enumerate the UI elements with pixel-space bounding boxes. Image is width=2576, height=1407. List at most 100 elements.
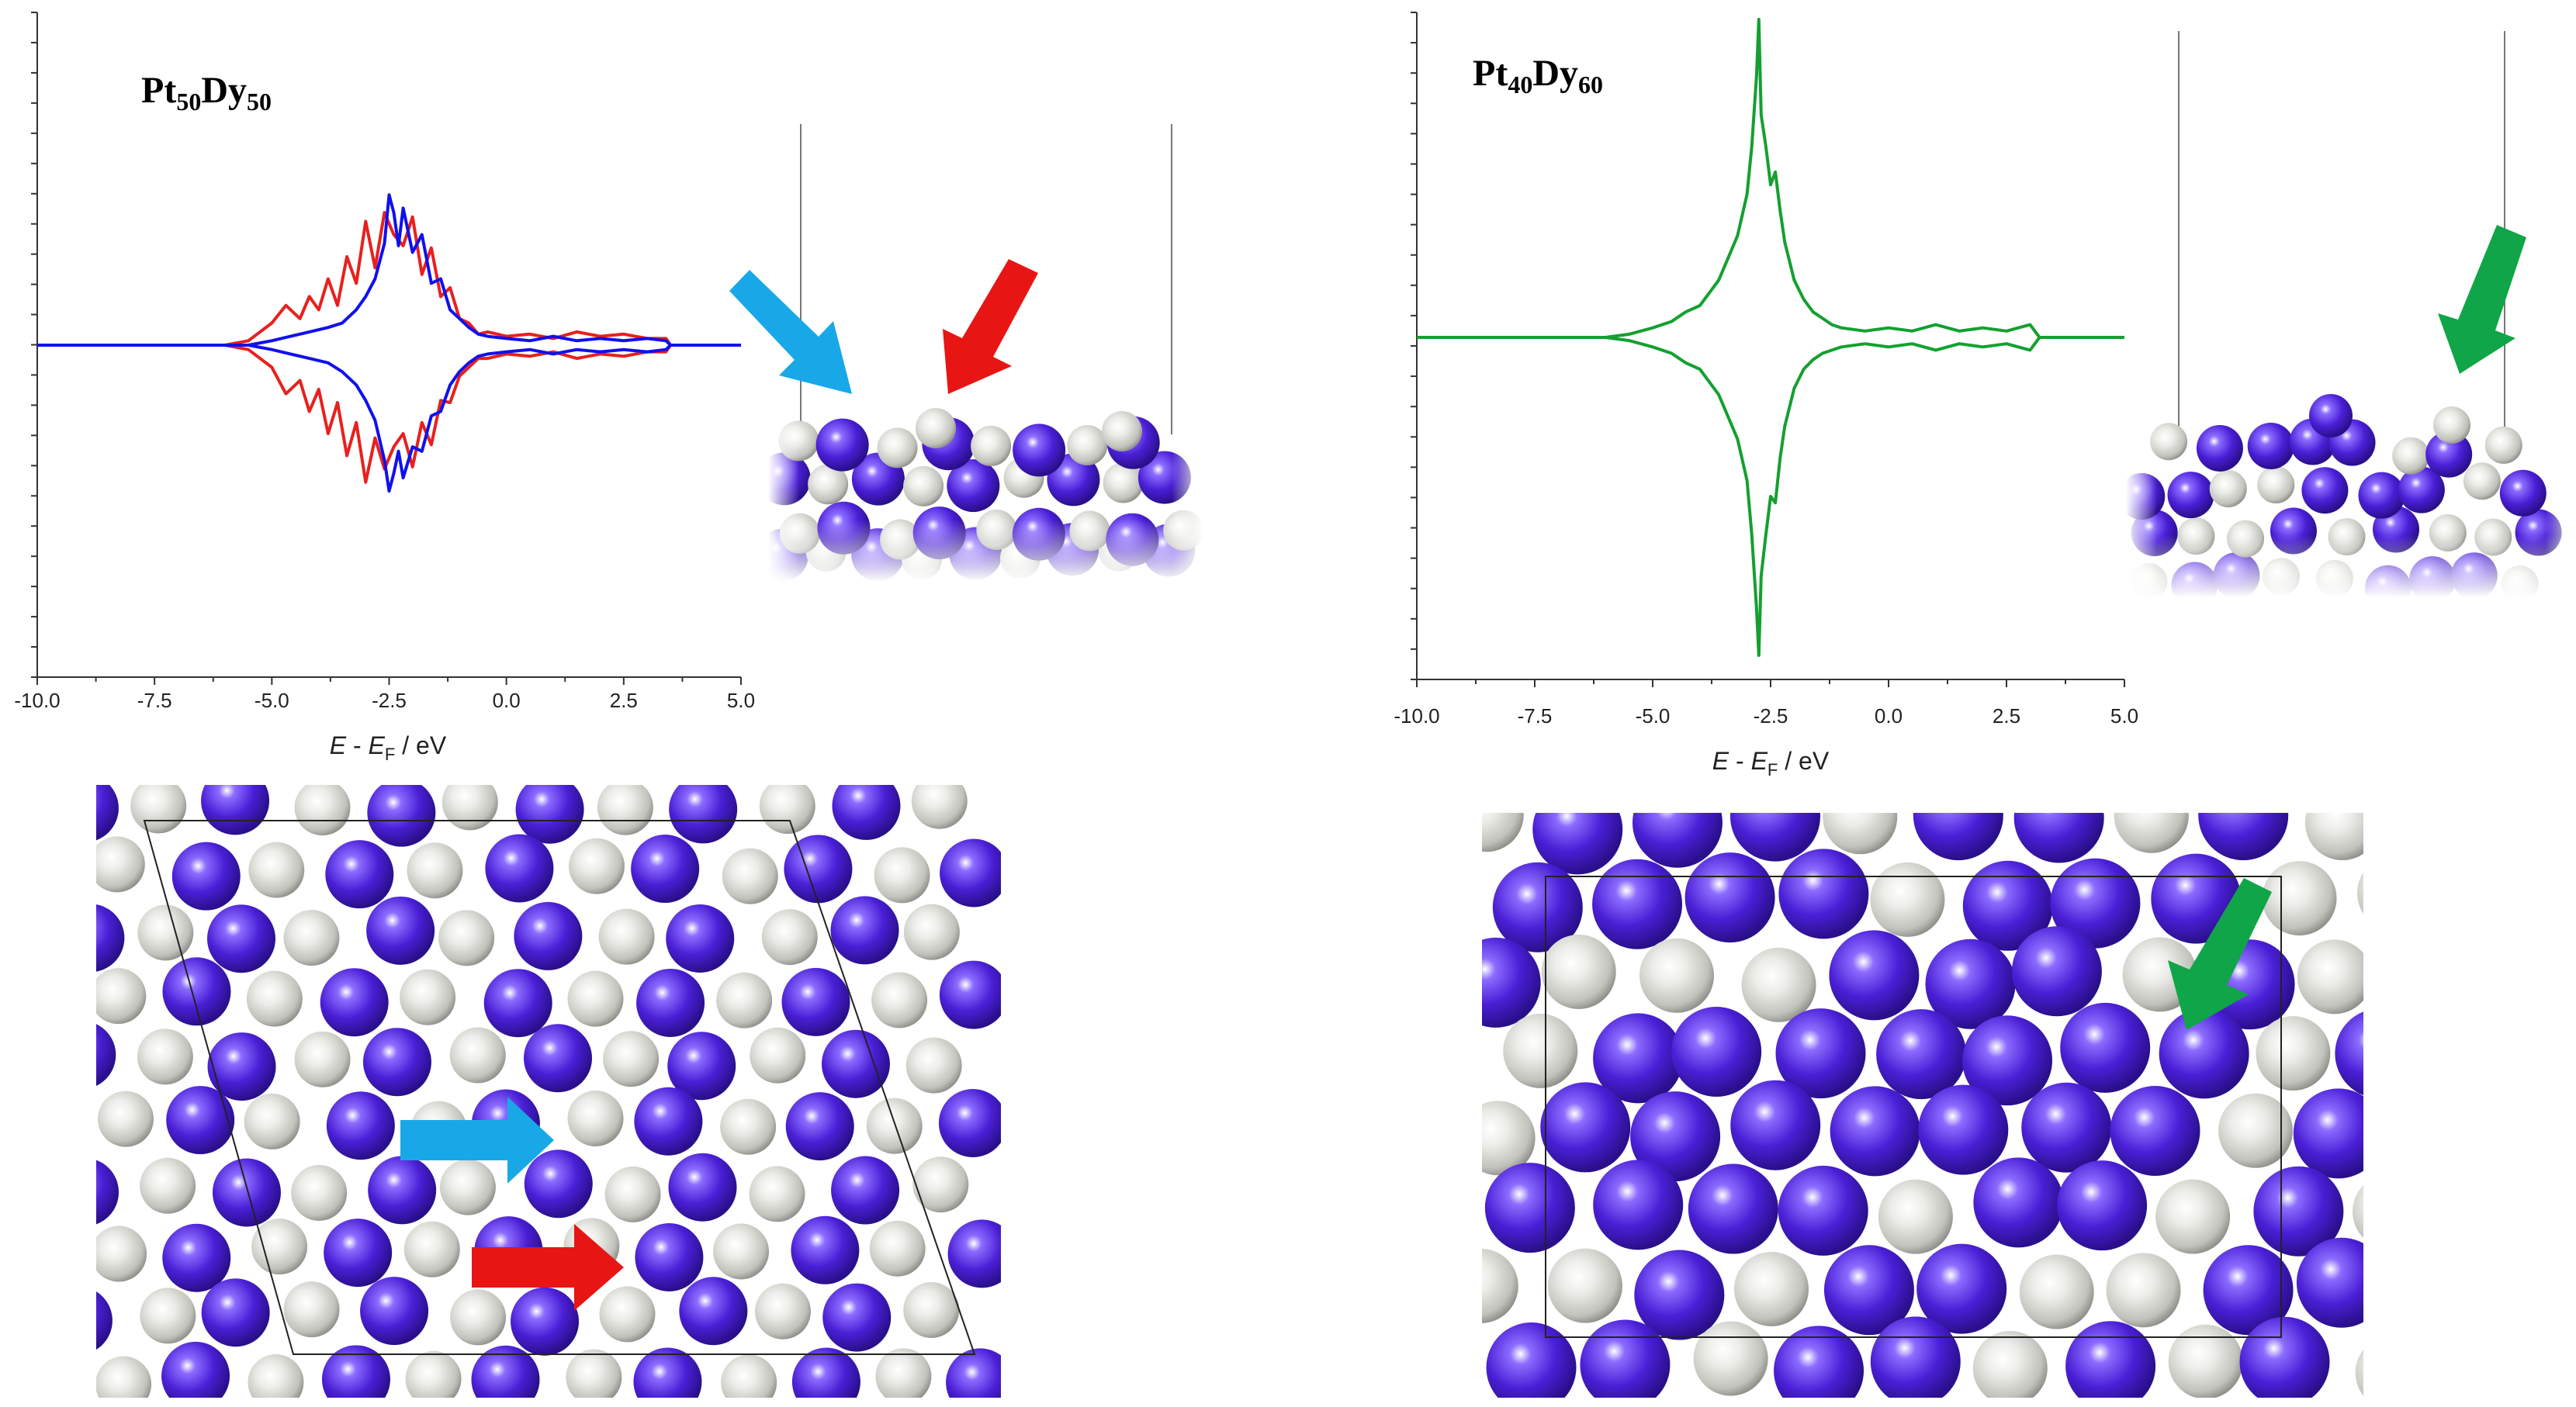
pt-atom [598, 908, 655, 965]
dy-atom [201, 785, 270, 835]
dy-atom [2335, 1011, 2363, 1096]
pt-atom [2114, 813, 2189, 853]
x-tick-label: 5.0 [727, 689, 755, 712]
pt-atom [2106, 1253, 2181, 1328]
dy-atom [96, 904, 125, 972]
pt-atom [912, 1156, 969, 1213]
dy-atom [201, 1278, 270, 1347]
dos-series [1417, 18, 2124, 657]
dy-atom [2196, 424, 2243, 472]
dy-atom [2167, 472, 2214, 519]
dy-atom [2013, 813, 2104, 863]
dy-atom [166, 1086, 235, 1155]
dy-atom [2358, 472, 2405, 519]
dy-atom [1580, 1319, 1671, 1398]
dy-atom [324, 1219, 393, 1288]
pt-atom [2150, 423, 2188, 461]
dy-atom [1013, 423, 1066, 477]
pt-atom [449, 1027, 506, 1084]
dy-atom [2110, 1085, 2200, 1176]
pt-atom [1870, 862, 1945, 937]
slab-side-view-pt50dy50 [729, 124, 1203, 582]
dy-atom [669, 785, 738, 844]
pt-atom [248, 842, 305, 898]
dy-atom [471, 1345, 540, 1398]
dy-atom [1486, 1322, 1577, 1398]
pt-atom [1972, 1330, 2048, 1398]
dy-atom [1730, 1080, 1821, 1170]
pt-atom [137, 1028, 193, 1085]
pt-atom [96, 968, 147, 1025]
dy-atom [940, 838, 1001, 907]
pt-atom [604, 1166, 661, 1222]
pt-atom [722, 848, 778, 904]
pt-atom [568, 838, 625, 894]
pt-atom [96, 1356, 152, 1398]
pt-atom [2392, 437, 2430, 475]
dy-atom [96, 785, 119, 841]
dy-atom [938, 1089, 1001, 1157]
dy-atom [96, 1160, 119, 1225]
pt-atom [2209, 470, 2247, 508]
chart-title: Pt50Dy50 [141, 70, 272, 116]
dy-atom [2293, 1088, 2363, 1179]
chart-title: Pt40Dy60 [1473, 53, 1603, 99]
dy-atom [360, 1277, 429, 1346]
dy-atom [96, 1024, 116, 1086]
x-tick-label: -2.5 [1754, 704, 1788, 728]
pt-atom [251, 1219, 308, 1275]
pt-atom [1878, 1179, 1953, 1254]
dy-atom [2198, 813, 2289, 861]
arrow-cyan-icon [729, 270, 852, 394]
dy-atom [679, 1277, 748, 1346]
pt-atom [567, 970, 624, 1027]
dy-atom [1484, 1163, 1575, 1253]
pt-atom [96, 1226, 147, 1282]
arrow-green-icon [2438, 225, 2526, 374]
slab-top-view-pt40dy60 [1482, 813, 2363, 1398]
pt-atom [971, 425, 1012, 466]
dy-atom [2309, 394, 2353, 437]
pt-atom [2304, 813, 2363, 861]
series-line-up [1417, 18, 2124, 339]
dy-atom [784, 835, 853, 904]
pt-atom [761, 909, 818, 966]
pt-atom [754, 1283, 811, 1340]
dy-atom [326, 1091, 395, 1160]
dy-atom [785, 1092, 854, 1161]
dy-atom [1634, 1250, 1725, 1340]
dy-atom [781, 967, 850, 1036]
dy-atom [946, 1348, 1001, 1398]
dy-atom [2159, 1008, 2249, 1099]
dy-atom [514, 901, 583, 970]
dy-atom [947, 1219, 1001, 1288]
x-tick-label: -5.0 [254, 689, 289, 712]
pt-atom [244, 1093, 300, 1149]
pt-atom [903, 465, 944, 506]
dy-atom [791, 1215, 860, 1284]
dy-atom [832, 785, 901, 840]
pt-atom [2352, 1185, 2363, 1238]
dy-atom [483, 969, 552, 1038]
x-tick-label: -7.5 [137, 689, 172, 712]
pt-atom [248, 1354, 304, 1398]
pt-atom [871, 972, 928, 1028]
dy-atom [162, 957, 231, 1026]
pt-atom [903, 1281, 960, 1338]
pt-atom [283, 910, 340, 966]
dy-atom [2011, 926, 2102, 1017]
pt-atom [1547, 1248, 1622, 1323]
dy-atom [939, 960, 1001, 1029]
dy-atom [1532, 813, 1623, 875]
pt-atom [2168, 1324, 2243, 1398]
x-tick-label: 5.0 [2110, 704, 2138, 728]
dy-atom [207, 1032, 276, 1101]
pt-atom [716, 972, 773, 1028]
pt-atom [750, 1027, 806, 1084]
pt-atom [1741, 947, 1816, 1022]
pt-atom [1734, 1251, 1809, 1326]
dy-atom [821, 1029, 890, 1098]
dy-atom [1047, 453, 1100, 506]
pt-atom [597, 785, 653, 835]
